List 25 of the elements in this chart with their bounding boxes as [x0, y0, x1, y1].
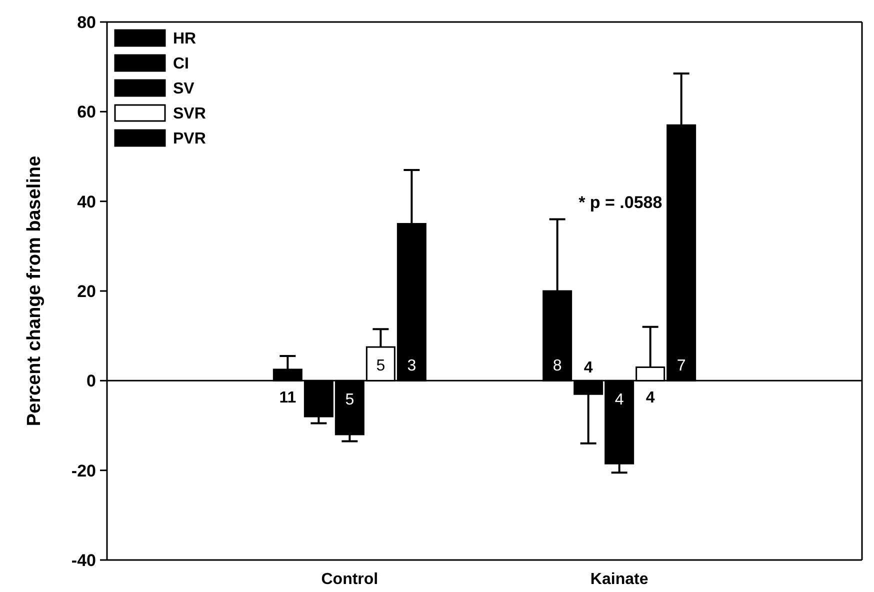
annotation: 4: [646, 390, 655, 407]
annotation: * p = .0588: [578, 193, 662, 212]
y-tick-label: 20: [77, 282, 96, 301]
annotation: 4: [584, 360, 593, 377]
y-tick-label: -20: [71, 461, 96, 480]
x-tick-label: Kainate: [590, 571, 648, 588]
legend-label: PVR: [173, 130, 206, 148]
x-tick-label: Control: [321, 571, 378, 588]
legend-label: SV: [173, 80, 195, 98]
y-tick-label: 0: [86, 372, 96, 391]
y-tick-label: 40: [77, 192, 96, 212]
annotation: 5: [345, 392, 354, 409]
y-tick-label: -40: [71, 550, 96, 570]
annotation: 8: [552, 358, 562, 375]
annotation: 11: [279, 390, 296, 407]
annotation: 7: [676, 358, 686, 375]
y-tick-label: 60: [77, 102, 96, 122]
legend-label: HR: [173, 30, 197, 48]
annotation: 3: [407, 358, 416, 375]
annotation: 4: [614, 392, 624, 409]
y-axis-title: Percent change from baseline: [24, 156, 45, 426]
legend-label: SVR: [173, 106, 206, 123]
y-tick-label: 80: [77, 12, 96, 32]
legend-label: CI: [173, 56, 189, 73]
annotation: 5: [376, 358, 386, 375]
